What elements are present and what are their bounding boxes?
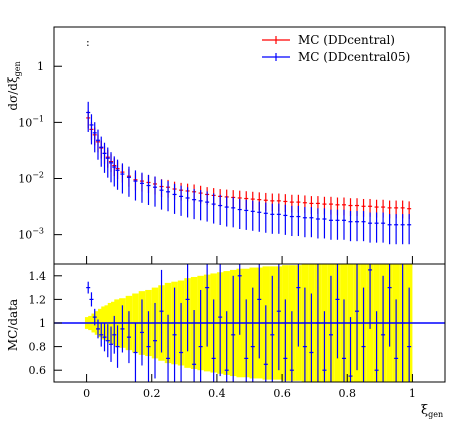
y-tick-label: 10−2 bbox=[18, 171, 44, 186]
legend: MC (DDcentral) MC (DDcentral05) bbox=[262, 33, 410, 64]
distribution-panel: 10−310−210−11 dσ/dξgen : MC (DDcentral)M… bbox=[6, 26, 446, 265]
x-tick-label: 0.8 bbox=[339, 387, 357, 400]
y-tick-label: 10−1 bbox=[18, 114, 44, 129]
x-ticks: 0 0.2 0.4 0.6 0.8 1 bbox=[83, 256, 416, 400]
legend-entry: MC (DDcentral05) bbox=[298, 50, 410, 64]
y-tick-label: 10−3 bbox=[18, 227, 44, 242]
distribution-y-label: dσ/dξgen bbox=[6, 61, 22, 110]
ratio-panel: 0.6 0.8 1 1.2 1.4 MC/data bbox=[6, 263, 446, 383]
distribution-y-ticks: 10−3 10−2 10−1 1 bbox=[18, 60, 62, 242]
ratio-y-tick-label: 0.8 bbox=[29, 341, 47, 354]
distribution-marks bbox=[86, 101, 412, 245]
ratio-y-tick-label: 1 bbox=[39, 317, 46, 330]
ratio-y-ticks: 0.6 0.8 1 1.2 1.4 bbox=[29, 270, 62, 377]
x-tick-label: 0.2 bbox=[143, 387, 161, 400]
ratio-marks bbox=[54, 264, 445, 382]
x-tick-label: 0 bbox=[83, 387, 90, 400]
y-tick-label: 1 bbox=[37, 60, 44, 73]
ratio-y-tick-label: 0.6 bbox=[29, 364, 47, 377]
x-label: ξgen bbox=[421, 403, 443, 419]
ratio-y-tick-label: 1.4 bbox=[29, 270, 47, 283]
stray-colon: : bbox=[86, 36, 90, 49]
x-tick-label: 0.4 bbox=[208, 387, 226, 400]
x-label-main: ξ bbox=[421, 403, 428, 418]
x-tick-label: 1 bbox=[409, 387, 416, 400]
ratio-y-tick-label: 1.2 bbox=[29, 293, 47, 306]
x-tick-label: 0.6 bbox=[273, 387, 291, 400]
ratio-y-label: MC/data bbox=[6, 299, 20, 351]
distribution-y-label-sub: gen bbox=[13, 61, 22, 76]
x-label-sub: gen bbox=[428, 410, 443, 419]
legend-entry: MC (DDcentral) bbox=[298, 33, 395, 47]
distribution-y-label-main: dσ/dξ bbox=[6, 76, 20, 111]
